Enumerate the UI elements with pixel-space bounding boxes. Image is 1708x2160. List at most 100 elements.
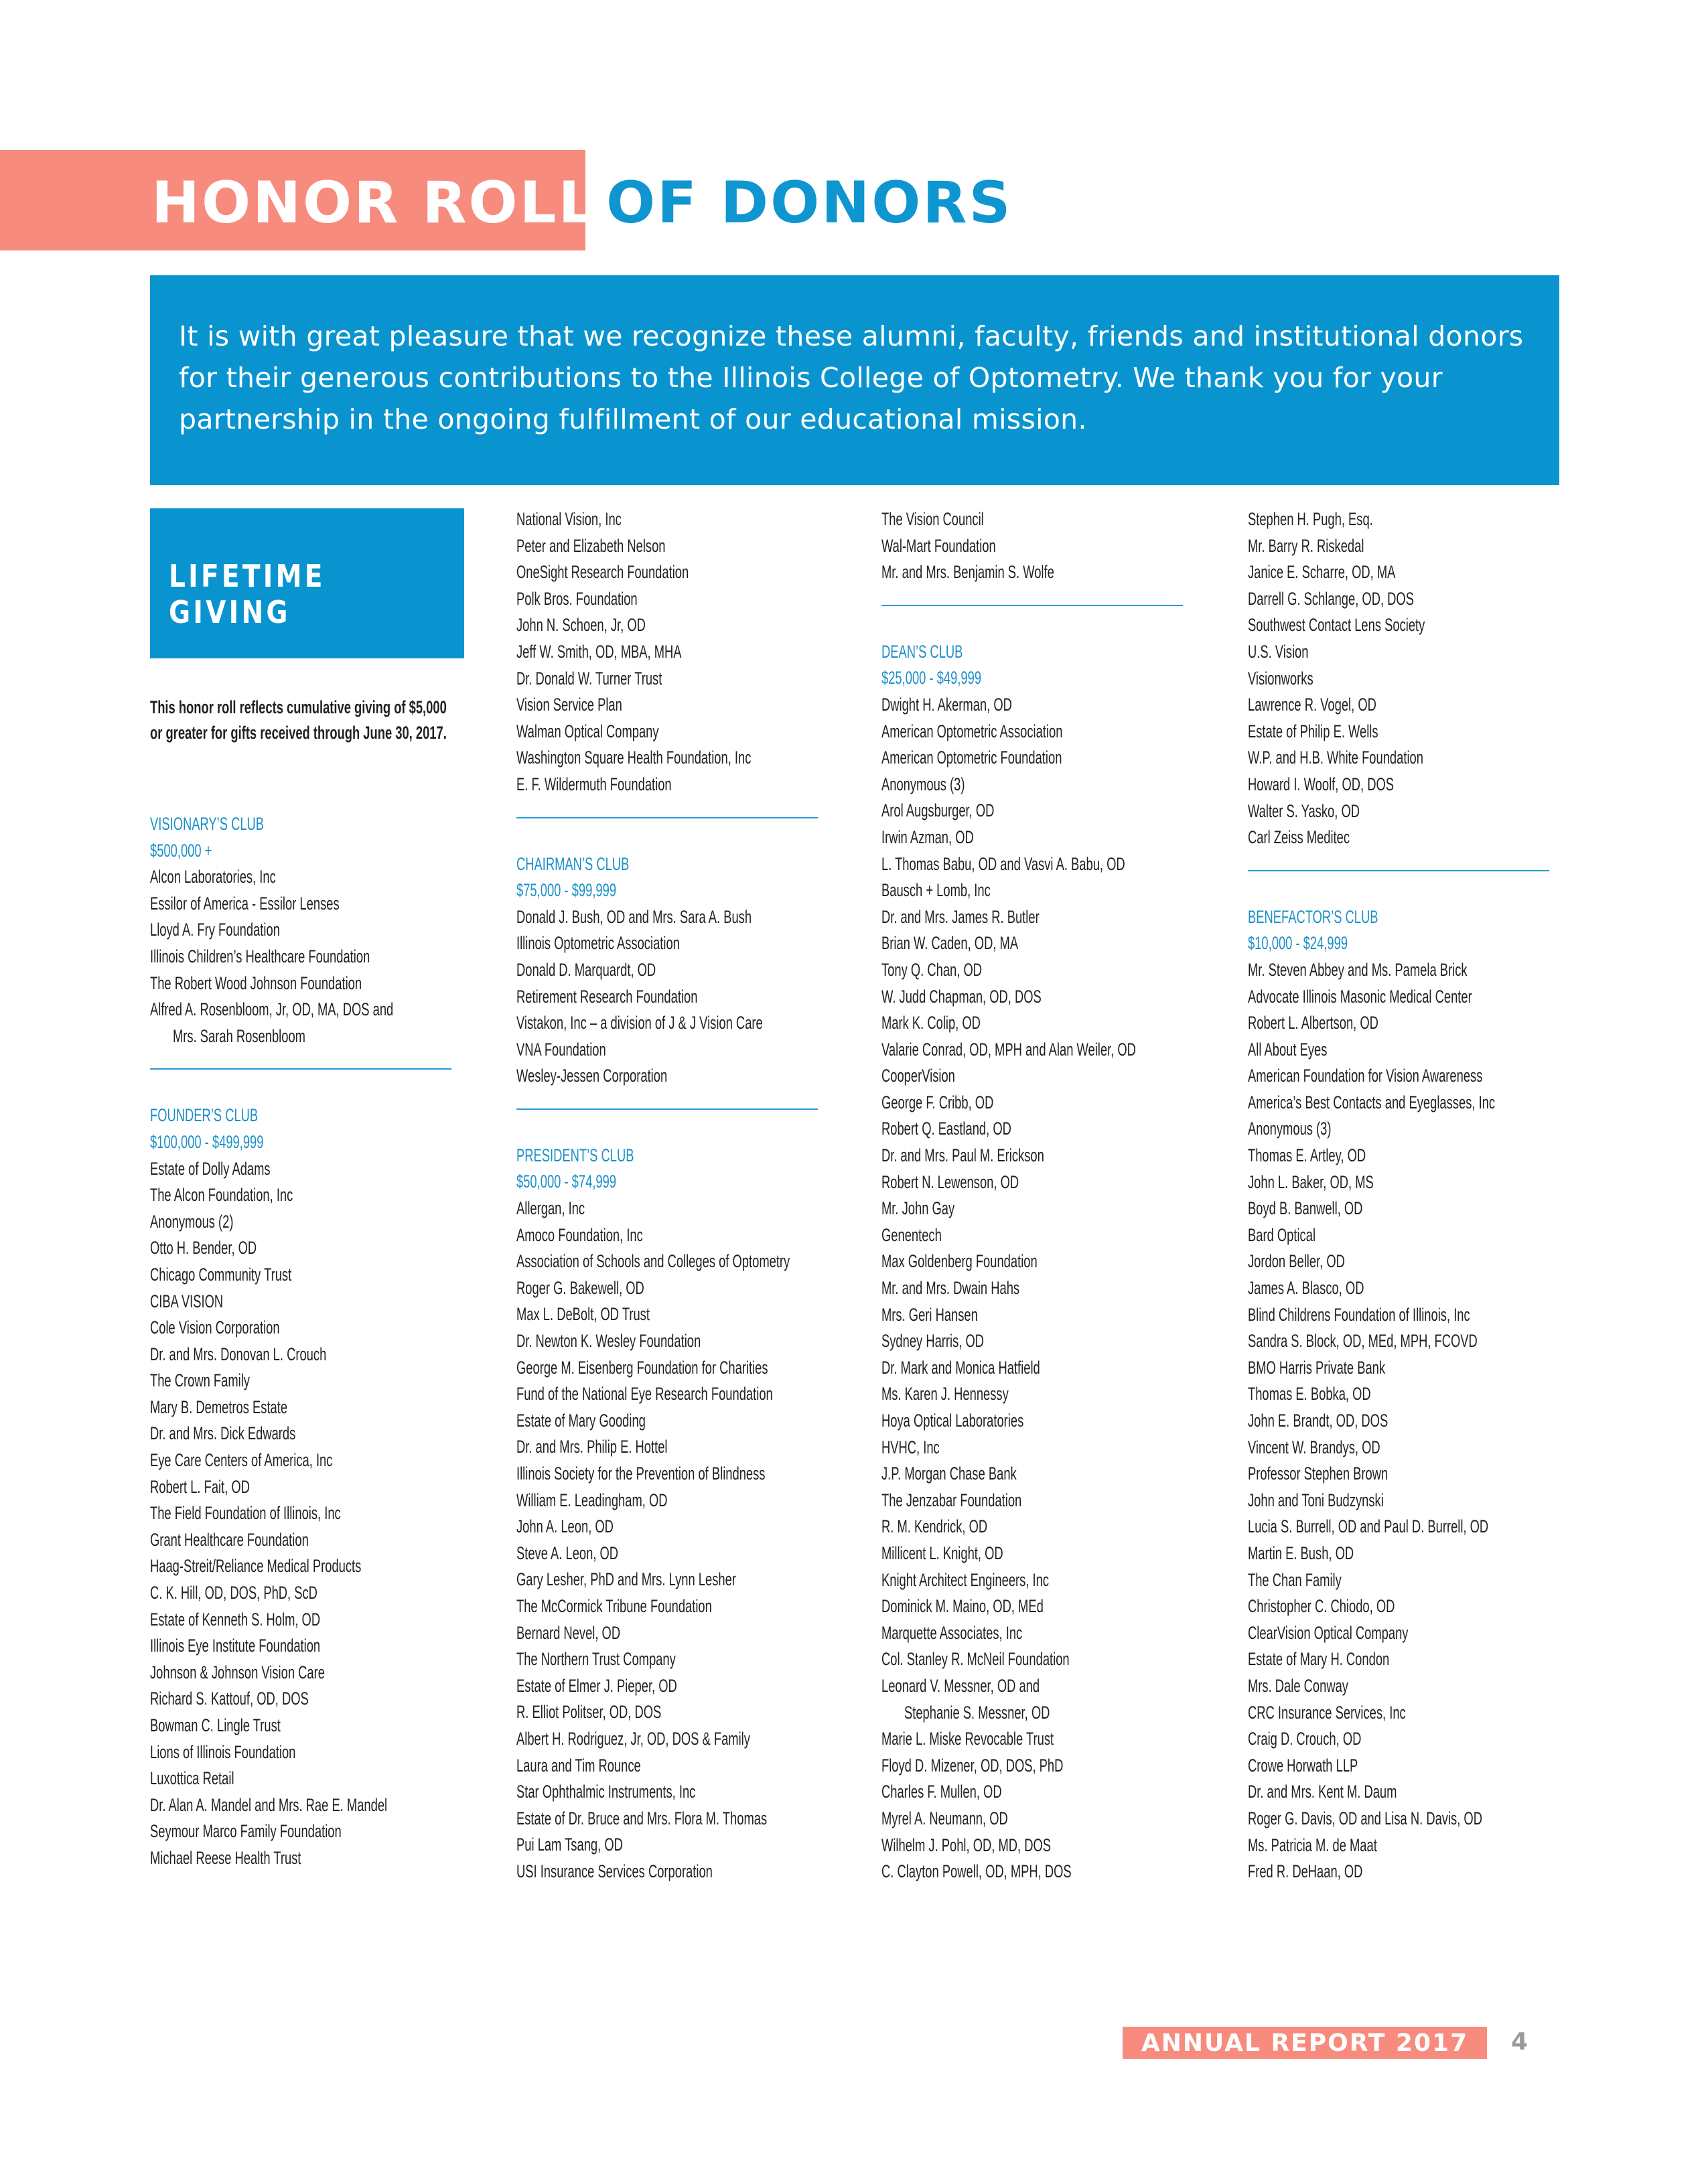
donor-name: Pui Lam Tsang, OD [516,1834,623,1855]
donor-name: John and Toni Budzynski [1248,1490,1384,1510]
donor-name: E. F. Wildermuth Foundation [516,774,672,794]
donor-column-4: Stephen H. Pugh, Esq. Mr. Barry R. Risked… [1248,506,1557,1885]
donor-name: Lloyd A. Fry Foundation [150,920,280,940]
club-range: $500,000 + [150,840,212,861]
page-number: 4 [1511,2028,1528,2056]
donor-name: Estate of Mary H. Condon [1248,1649,1390,1670]
page-title-highlight: HONOR ROLL [151,169,597,236]
donor-name: Dominick M. Maino, OD, MEd [881,1596,1044,1617]
section-divider [516,816,819,818]
donor-column-2: National Vision, Inc Peter and Elizabeth … [516,506,826,1885]
donor-name: Sandra S. Block, OD, MEd, MPH, FCOVD [1248,1331,1478,1352]
donor-name: R. Elliot Politser, OD, DOS [516,1702,662,1723]
donor-name: Lucia S. Burrell, OD and Paul D. Burrell… [1248,1516,1489,1537]
donor-name: Crowe Horwath LLP [1248,1755,1358,1776]
donor-name: Steve A. Leon, OD [516,1542,619,1563]
donor-name: National Vision, Inc [516,509,622,529]
donor-name: Carl Zeiss Meditec [1248,827,1350,848]
donor-name: The Crown Family [150,1370,250,1391]
donor-name: OneSight Research Foundation [516,562,689,583]
donor-name: Mr. Barry R. Riskedal [1248,535,1364,556]
donor-name: Dr. Donald W. Turner Trust [516,668,662,689]
donor-name: Max L. DeBolt, OD Trust [516,1304,650,1325]
donor-name: John A. Leon, OD [516,1516,614,1537]
donor-name: Association of Schools and Colleges of O… [516,1251,790,1272]
donor-name: The Northern Trust Company [516,1649,676,1670]
donor-name: Myrel A. Neumann, OD [881,1808,1008,1828]
donor-name: Lawrence R. Vogel, OD [1248,695,1376,715]
donor-name: Peter and Elizabeth Nelson [516,535,666,556]
donor-name: Jordon Beller, OD [1248,1251,1345,1272]
club-heading: BENEFACTOR’S CLUB [1248,906,1378,927]
donor-name: Vision Service Plan [516,695,622,715]
donor-name: Roger G. Davis, OD and Lisa N. Davis, OD [1248,1808,1482,1828]
donor-name: American Foundation for Vision Awareness [1248,1066,1483,1086]
donor-name: L. Thomas Babu, OD and Vasvi A. Babu, OD [881,853,1125,874]
lifetime-giving-note: This honor roll reflects cumulative givi… [150,697,447,743]
section-divider [150,1068,452,1070]
donor-name: Mark K. Colip, OD [881,1013,981,1033]
club-heading: DEAN’S CLUB [881,641,963,662]
donor-name: George M. Eisenberg Foundation for Chari… [516,1357,768,1378]
donor-name: Dr. Alan A. Mandel and Mrs. Rae E. Mande… [150,1794,388,1815]
donor-name: Blind Childrens Foundation of Illinois, … [1248,1304,1470,1325]
donor-section: The Vision Council Wal-Mart Foundation Mr.… [881,506,1191,606]
donor-section: PRESIDENT’S CLUB $50,000 - $74,999 Allerga… [516,1143,826,1885]
donor-name: Ms. Patricia M. de Maat [1248,1834,1377,1855]
donor-name: Marquette Associates, Inc [881,1622,1023,1643]
donor-name: Illinois Optometric Association [516,933,680,954]
donor-name: American Optometric Association [881,721,1063,741]
lifetime-title-line2: GIVING [169,594,291,630]
donor-name: Anonymous (2) [150,1211,234,1232]
donor-name: Estate of Dolly Adams [150,1158,271,1179]
donor-name: Estate of Philip E. Wells [1248,721,1378,741]
donor-name: Mr. and Mrs. Dwain Hahs [881,1278,1020,1299]
donor-name: Otto H. Bender, OD [150,1238,257,1258]
donor-name: BMO Harris Private Bank [1248,1357,1386,1378]
donor-section: FOUNDER’S CLUB $100,000 - $499,999 Estate … [150,1102,459,1871]
donor-name: Arol Augsburger, OD [881,800,995,821]
club-heading: VISIONARY’S CLUB [150,814,265,834]
lifetime-giving-box: LIFETIME GIVING [150,508,464,658]
donor-name: Donald J. Bush, OD and Mrs. Sara A. Bush [516,906,752,927]
club-heading: FOUNDER’S CLUB [150,1105,259,1126]
donor-name: Illinois Eye Institute Foundation [150,1636,321,1656]
donor-name: ClearVision Optical Company [1248,1622,1409,1643]
donor-name: Vistakon, Inc – a division of J & J Visi… [516,1013,763,1033]
donor-name: Polk Bros. Foundation [516,588,638,609]
club-range: $50,000 - $74,999 [516,1171,617,1192]
donor-name: Vincent W. Brandys, OD [1248,1437,1380,1457]
donor-name: Bowman C. Lingle Trust [150,1715,281,1735]
donor-name: W.P. and H.B. White Foundation [1248,747,1423,768]
title-highlight-band [0,150,585,250]
donor-name: American Optometric Foundation [881,747,1062,768]
donor-name: Michael Reese Health Trust [150,1847,301,1868]
donor-name: Allergan, Inc [516,1198,585,1219]
donor-name: Dr. Newton K. Wesley Foundation [516,1331,701,1352]
donor-name: Cole Vision Corporation [150,1317,280,1338]
donor-name: R. M. Kendrick, OD [881,1516,988,1537]
donor-name: America’s Best Contacts and Eyeglasses, … [1248,1092,1496,1112]
section-divider [881,604,1184,606]
donor-name: The Alcon Foundation, Inc [150,1185,293,1206]
donor-name: Martin E. Bush, OD [1248,1542,1354,1563]
donor-name: Dr. and Mrs. Kent M. Daum [1248,1782,1397,1802]
donor-name: Fund of the National Eye Research Founda… [516,1384,773,1405]
donor-name: Dwight H. Akerman, OD [881,694,1012,715]
donor-name: Washington Square Health Foundation, Inc [516,747,752,768]
donor-name: Luxottica Retail [150,1768,234,1789]
section-divider [1248,869,1550,871]
donor-name: Wesley-Jessen Corporation [516,1066,668,1086]
donor-section: National Vision, Inc Peter and Elizabeth … [516,506,826,818]
donor-name: Chicago Community Trust [150,1264,292,1285]
donor-name: Star Ophthalmic Instruments, Inc [516,1782,696,1802]
donor-name: Leonard V. Messner, OD and [881,1675,1040,1696]
donor-name: Boyd B. Banwell, OD [1248,1198,1363,1219]
donor-section: Stephen H. Pugh, Esq. Mr. Barry R. Risked… [1248,506,1557,871]
donor-name: Mr. Steven Abbey and Ms. Pamela Brick [1248,959,1468,980]
donor-name: Southwest Contact Lens Society [1248,615,1425,636]
donor-name: Lions of Illinois Foundation [150,1741,296,1762]
donor-name: Walman Optical Company [516,721,659,741]
donor-section: CHAIRMAN’S CLUB $75,000 - $99,999 Donald J… [516,851,826,1110]
donor-name: USI Insurance Services Corporation [516,1861,713,1881]
